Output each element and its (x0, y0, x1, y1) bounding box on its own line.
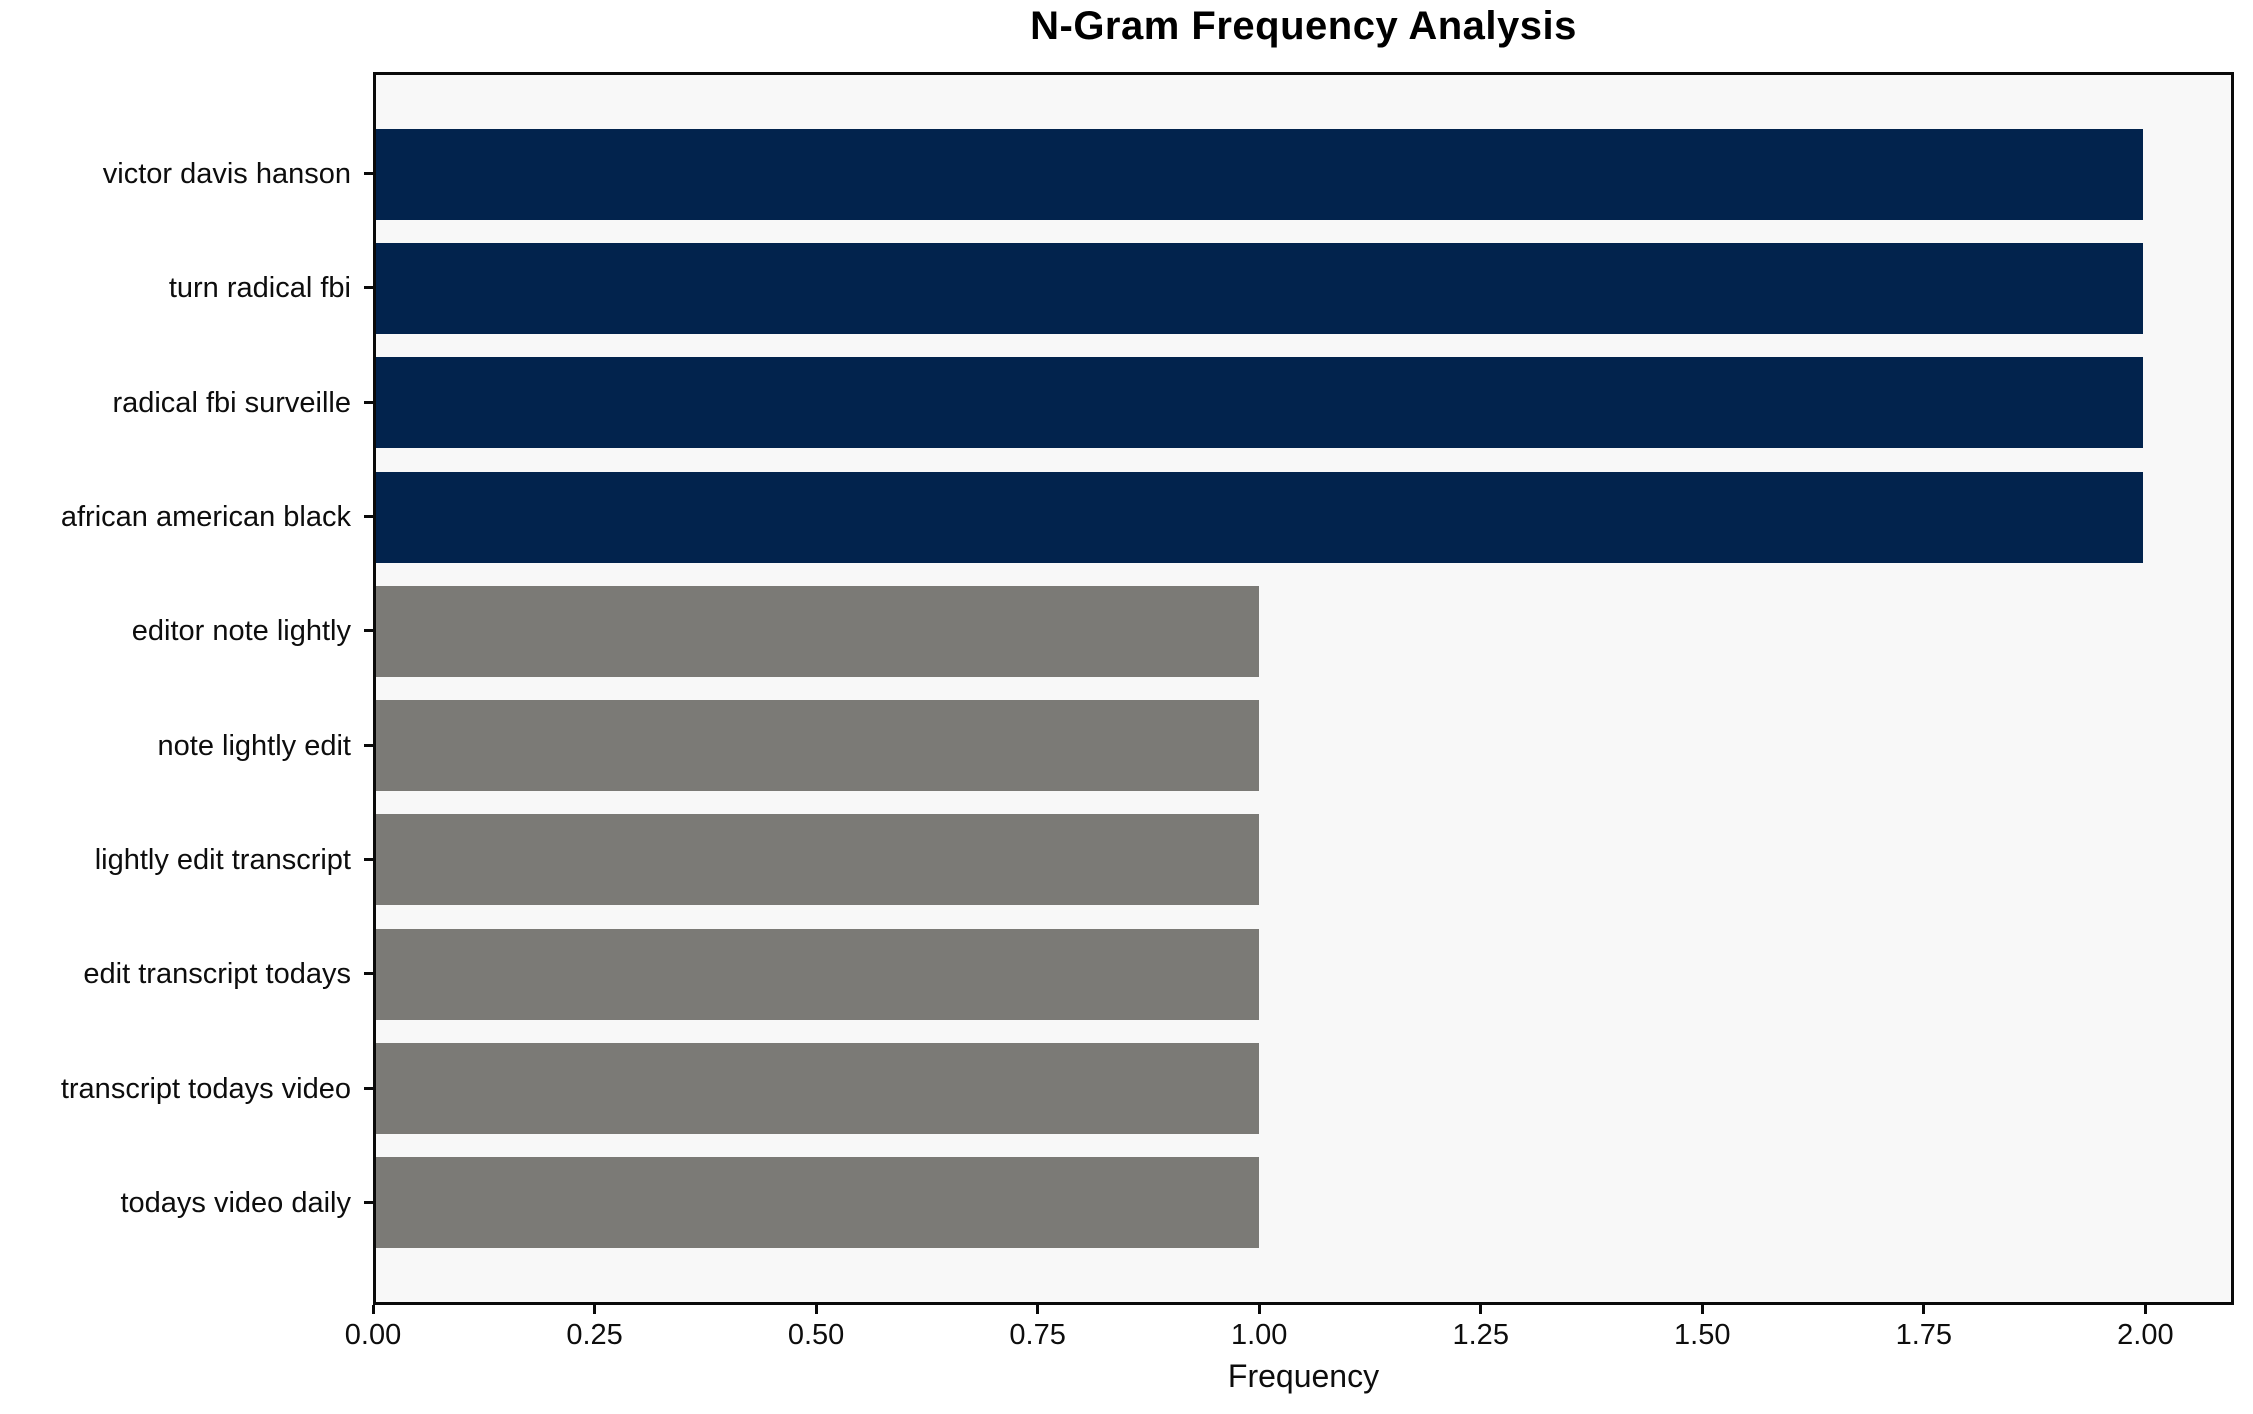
y-tick-mark (364, 286, 373, 290)
y-tick-mark (364, 1200, 373, 1204)
bar (376, 242, 2143, 334)
y-tick-mark (364, 972, 373, 976)
x-tick-label: 1.00 (1230, 1319, 1288, 1351)
x-tick-label: 0.00 (344, 1319, 402, 1351)
x-tick-mark (1036, 1305, 1040, 1314)
x-tick-mark (2143, 1305, 2147, 1314)
x-tick-mark (1257, 1305, 1261, 1314)
y-tick-mark (364, 629, 373, 633)
x-tick-label: 0.75 (1009, 1319, 1066, 1351)
chart-title: N-Gram Frequency Analysis (1030, 4, 1577, 48)
x-tick-label: 0.25 (566, 1319, 623, 1351)
x-tick-mark (1922, 1305, 1926, 1314)
bar (376, 814, 1260, 906)
x-tick-mark (371, 1305, 375, 1314)
x-tick-mark (1700, 1305, 1704, 1314)
bar (376, 471, 2143, 563)
x-tick-mark (814, 1305, 818, 1314)
bar (376, 357, 2143, 449)
bars-layer (376, 75, 2231, 1302)
y-tick-label: note lightly edit (157, 729, 351, 762)
bar (376, 585, 1260, 677)
y-tick-mark (364, 172, 373, 176)
x-tick-mark (1479, 1305, 1483, 1314)
x-tick-mark (593, 1305, 597, 1314)
y-tick-label: radical fbi surveille (112, 386, 351, 419)
y-tick-label: turn radical fbi (168, 272, 351, 305)
x-axis-label: Frequency (1227, 1358, 1380, 1394)
bar (376, 928, 1260, 1020)
bar (376, 700, 1260, 792)
x-tick-label: 1.25 (1452, 1319, 1509, 1351)
y-tick-mark (364, 857, 373, 861)
x-tick-label: 2.00 (2117, 1319, 2174, 1351)
y-tick-mark (364, 1086, 373, 1090)
y-tick-mark (364, 515, 373, 519)
x-tick-label: 1.50 (1674, 1319, 1731, 1351)
x-tick-label: 0.50 (787, 1319, 845, 1351)
bar (376, 1043, 1260, 1135)
y-tick-label: edit transcript todays (83, 958, 351, 991)
y-tick-label: african american black (60, 501, 351, 534)
y-tick-label: transcript todays video (60, 1072, 351, 1105)
y-tick-label: victor davis hanson (102, 158, 351, 191)
y-tick-label: lightly edit transcript (94, 843, 351, 876)
bar (376, 128, 2143, 220)
bar (376, 1157, 1260, 1249)
y-tick-mark (364, 743, 373, 747)
y-tick-mark (364, 400, 373, 404)
x-tick-label: 1.75 (1895, 1319, 1953, 1351)
y-tick-label: editor note lightly (131, 615, 351, 648)
y-tick-label: todays video daily (120, 1186, 351, 1219)
plot-area (373, 72, 2234, 1305)
